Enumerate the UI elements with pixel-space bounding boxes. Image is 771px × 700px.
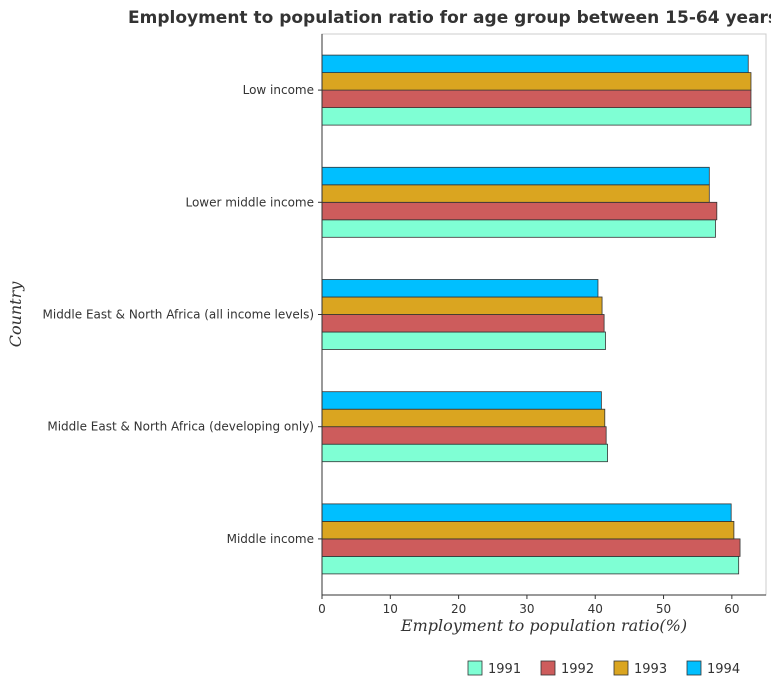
- y-tick-label: Middle East & North Africa (all income l…: [43, 308, 315, 322]
- bar-1992-1: [321, 201, 718, 221]
- x-tick-label: 40: [588, 602, 603, 616]
- y-tick-label: Low income: [243, 83, 314, 97]
- legend-swatch-1994: [686, 660, 702, 676]
- legend-swatch-1993: [613, 660, 629, 676]
- bar-1993-3: [321, 408, 606, 428]
- x-tick-label: 20: [451, 602, 466, 616]
- bar-1993-2: [321, 296, 603, 315]
- legend-swatch-1992: [540, 660, 556, 676]
- bar-1994-2: [321, 279, 599, 298]
- bars-layer: [321, 54, 752, 575]
- bar-1994-4: [321, 503, 732, 522]
- x-tick-label: 30: [519, 602, 534, 616]
- x-tick-label: 10: [383, 602, 398, 616]
- legend-label-1994: 1994: [707, 662, 740, 677]
- chart-title: Employment to population ratio for age g…: [128, 8, 771, 28]
- bar-1992-3: [321, 426, 607, 445]
- legend-label-1991: 1991: [488, 662, 521, 677]
- bar-1994-1: [321, 166, 710, 186]
- bar-1992-4: [321, 538, 741, 557]
- y-tick-label: Middle income: [227, 532, 314, 546]
- x-tick-label: 50: [656, 602, 671, 616]
- bar-1994-0: [321, 54, 749, 73]
- bar-1993-4: [321, 521, 735, 540]
- x-tick-label: 60: [724, 602, 739, 616]
- x-tick-label: 0: [318, 602, 326, 616]
- y-axis-title: Country: [6, 281, 25, 348]
- bar-1991-1: [321, 219, 716, 238]
- bar-1993-1: [321, 184, 710, 203]
- bar-1991-0: [321, 107, 752, 126]
- bar-1991-4: [321, 556, 740, 575]
- legend-label-1992: 1992: [561, 662, 594, 677]
- legend-label-1993: 1993: [634, 662, 667, 677]
- x-axis-title: Employment to population ratio(%): [400, 616, 687, 635]
- legend-swatch-1991: [467, 660, 483, 676]
- bar-1993-0: [321, 72, 752, 91]
- bar-1992-0: [321, 89, 752, 108]
- axes-layer: Low income Lower middle income Middle East…: [6, 33, 767, 635]
- legend: 1991 1992 1993 1994: [467, 660, 740, 677]
- y-tick-label: Middle East & North Africa (developing o…: [47, 420, 314, 434]
- y-tick-label: Lower middle income: [185, 195, 314, 209]
- bar-1992-2: [321, 314, 605, 333]
- bar-1991-2: [321, 331, 606, 350]
- bar-1994-3: [321, 391, 602, 410]
- bar-1991-3: [321, 443, 608, 463]
